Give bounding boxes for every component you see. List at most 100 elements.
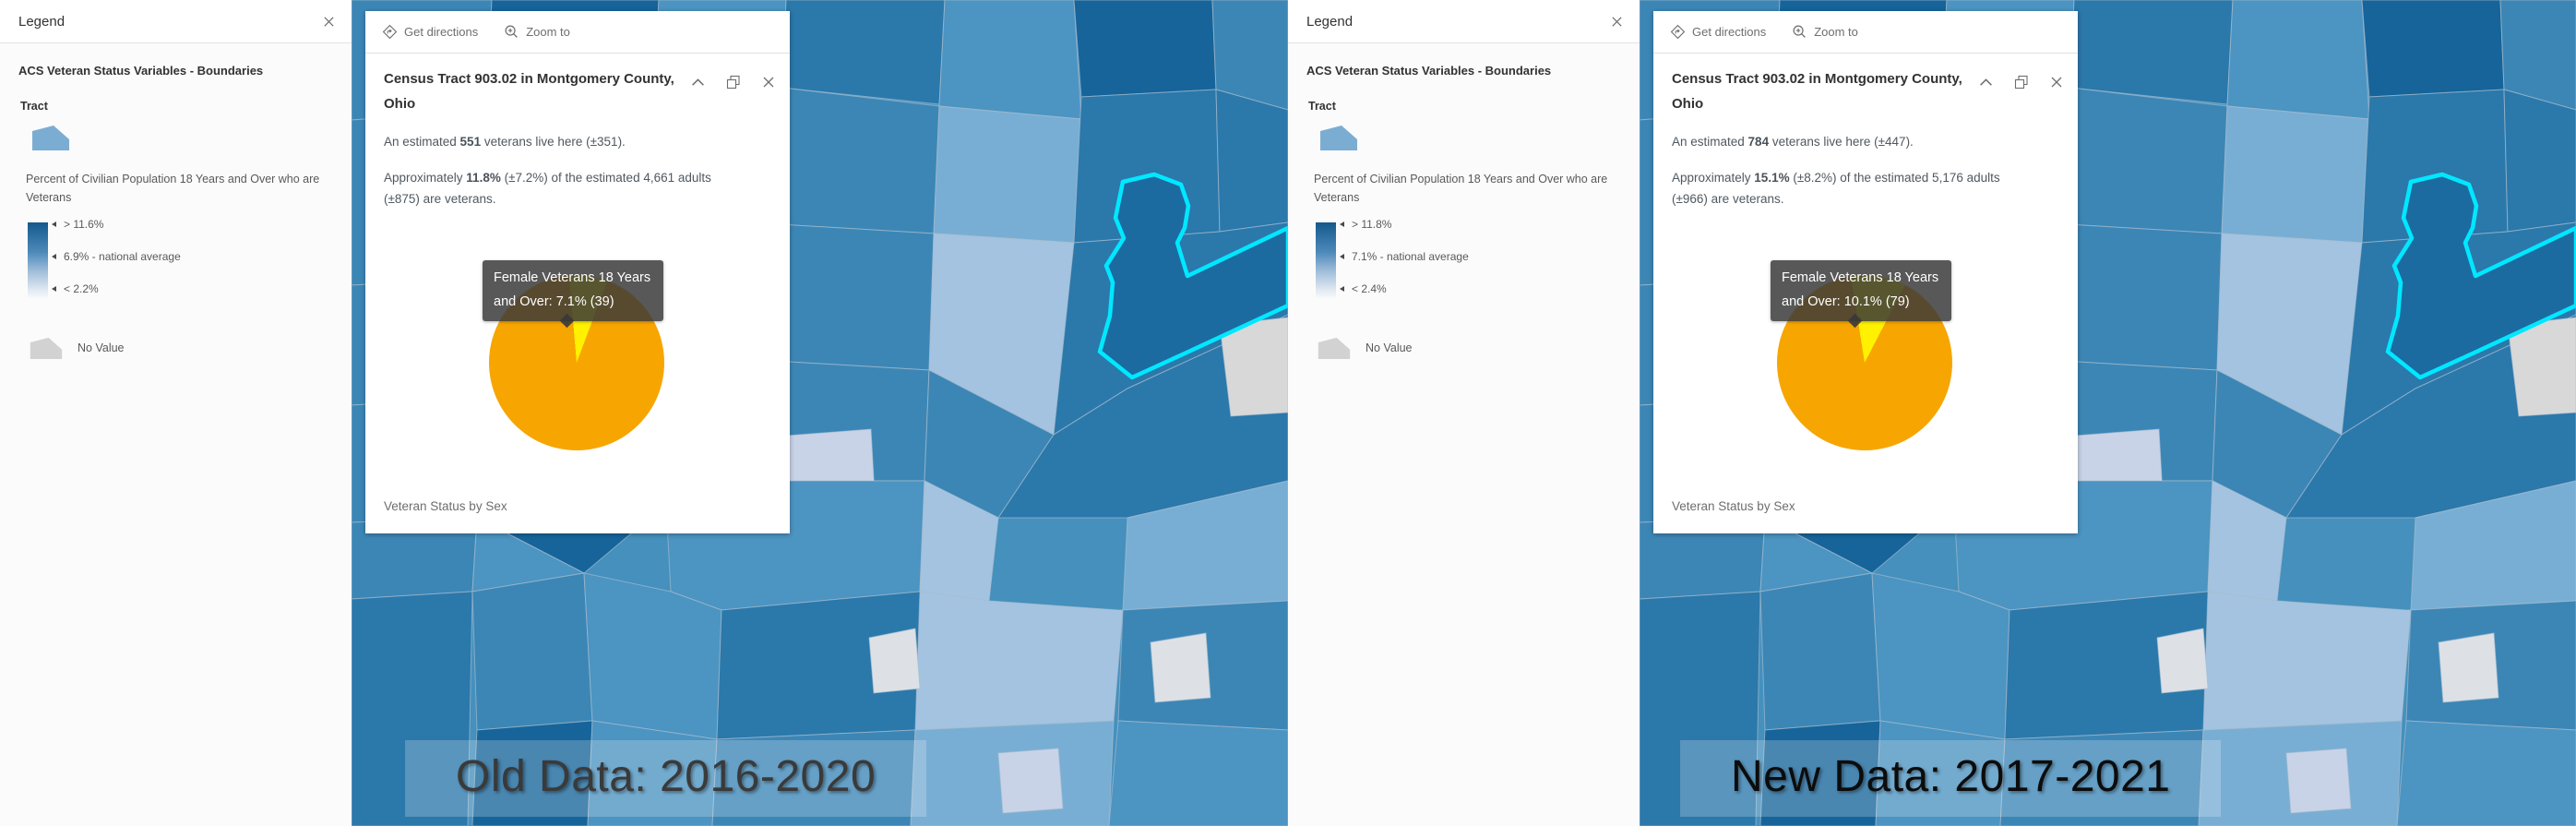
tooltip-line-1: Female Veterans 18 Years	[494, 270, 651, 285]
legend-no-value-row: No Value	[1318, 336, 1623, 360]
veteran-estimate-text: An estimated 784 veterans live here (±44…	[1672, 135, 1914, 149]
veteran-percentage-text: Approximately 15.1% (±8.2%) of the estim…	[1672, 171, 2000, 207]
pie-slice-tooltip: Female Veterans 18 Years and Over: 10.1%…	[1771, 260, 1951, 329]
directions-icon	[1670, 24, 1686, 40]
zoom-to-label: Zoom to	[1814, 25, 1858, 39]
get-directions-button[interactable]: Get directions	[382, 24, 478, 40]
zoom-to-button[interactable]: Zoom to	[1792, 24, 1858, 40]
tract-swatch-icon	[1320, 126, 1357, 150]
chart-title: Veteran Status by Sex	[1672, 499, 1795, 513]
close-popup-button[interactable]	[760, 73, 777, 91]
legend-color-ramp: > 11.8% 7.1% - national average < 2.4%	[1316, 218, 1623, 316]
popup-header-actions	[689, 66, 777, 91]
ramp-tick-icon	[1340, 254, 1344, 259]
popup-toolbar: Get directions Zoom to	[365, 11, 790, 54]
legend-body: ACS Veteran Status Variables - Boundarie…	[0, 43, 352, 360]
legend-no-value-row: No Value	[30, 336, 335, 360]
ramp-label-low-text: < 2.2%	[64, 282, 99, 295]
ramp-label-low: < 2.4%	[1340, 282, 1387, 295]
no-value-swatch-icon	[30, 337, 63, 359]
ramp-label-mid: 6.9% - national average	[52, 250, 181, 263]
overlay-label-new: New Data: 2017-2021	[1680, 740, 2222, 817]
tract-swatch-icon	[32, 126, 69, 150]
no-value-label: No Value	[78, 341, 125, 354]
legend-title: Legend	[18, 13, 66, 30]
legend-ramp-caption: Percent of Civilian Population 18 Years …	[26, 173, 320, 204]
panel-new-data: Legend ACS Veteran Status Variables - Bo…	[1288, 0, 2576, 826]
legend-sublayer-title: Tract	[20, 100, 48, 113]
legend-ramp-caption: Percent of Civilian Population 18 Years …	[1314, 173, 1608, 204]
tooltip-line-2: and Over: 7.1% (39)	[494, 293, 614, 309]
ramp-label-low-text: < 2.4%	[1352, 282, 1387, 295]
zoom-to-icon	[1793, 25, 1807, 38]
legend-layer-title: ACS Veteran Status Variables - Boundarie…	[18, 64, 264, 78]
zoom-to-label: Zoom to	[526, 25, 570, 39]
dock-popup-button[interactable]	[724, 73, 743, 91]
veteran-estimate-text: An estimated 551 veterans live here (±35…	[384, 135, 626, 149]
legend-header: Legend	[1288, 0, 1640, 43]
chart-title: Veteran Status by Sex	[384, 499, 507, 513]
get-directions-button[interactable]: Get directions	[1670, 24, 1766, 40]
get-directions-label: Get directions	[1692, 25, 1767, 39]
legend-sublayer-title: Tract	[1308, 100, 1336, 113]
popup-body: An estimated 551 veterans live here (±35…	[365, 131, 790, 210]
veteran-percentage-text: Approximately 11.8% (±7.2%) of the estim…	[384, 171, 711, 207]
tooltip-line-2: and Over: 10.1% (79)	[1782, 293, 1910, 309]
collapse-popup-button[interactable]	[1977, 73, 1995, 91]
popup-toolbar: Get directions Zoom to	[1653, 11, 2078, 54]
legend-close-button[interactable]	[1609, 14, 1625, 30]
ramp-label-mid-text: 6.9% - national average	[64, 250, 181, 263]
ramp-label-high-text: > 11.8%	[1352, 218, 1392, 231]
legend-color-ramp: > 11.6% 6.9% - national average < 2.2%	[28, 218, 335, 316]
legend-panel: Legend ACS Veteran Status Variables - Bo…	[0, 0, 352, 826]
legend-title: Legend	[1306, 13, 1354, 30]
ramp-tick-icon	[52, 286, 56, 292]
map-canvas-new[interactable]: Get directions Zoom to Census Tract 903.…	[1640, 0, 2576, 826]
ramp-label-high: > 11.8%	[1340, 218, 1391, 231]
panel-old-data: Legend ACS Veteran Status Variables - Bo…	[0, 0, 1288, 826]
popup-header-actions	[1977, 66, 2065, 91]
popup-header: Census Tract 903.02 in Montgomery County…	[1653, 54, 2078, 116]
ramp-tick-icon	[1340, 286, 1344, 292]
close-icon	[763, 77, 774, 88]
overlay-label-old: Old Data: 2016-2020	[405, 740, 927, 817]
close-icon	[1612, 16, 1622, 27]
color-ramp-bar	[28, 222, 48, 300]
ramp-tick-icon	[52, 221, 56, 227]
zoom-to-button[interactable]: Zoom to	[504, 24, 570, 40]
popup-title: Census Tract 903.02 in Montgomery County…	[1672, 71, 1962, 112]
ramp-label-low: < 2.2%	[52, 282, 99, 295]
map-canvas-old[interactable]: Get directions Zoom to Census Tract 903.…	[352, 0, 1288, 826]
legend-header: Legend	[0, 0, 352, 43]
legend-panel: Legend ACS Veteran Status Variables - Bo…	[1288, 0, 1640, 826]
feature-popup: Get directions Zoom to Census Tract 903.…	[365, 11, 790, 533]
chevron-up-icon	[1980, 78, 1992, 86]
no-value-label: No Value	[1366, 341, 1413, 354]
get-directions-label: Get directions	[404, 25, 479, 39]
ramp-label-mid: 7.1% - national average	[1340, 250, 1469, 263]
legend-body: ACS Veteran Status Variables - Boundarie…	[1288, 43, 1640, 360]
legend-layer-title: ACS Veteran Status Variables - Boundarie…	[1306, 64, 1552, 78]
ramp-tick-icon	[52, 254, 56, 259]
popup-header: Census Tract 903.02 in Montgomery County…	[365, 54, 790, 116]
directions-icon	[382, 24, 398, 40]
ramp-tick-icon	[1340, 221, 1344, 227]
pie-slice-tooltip: Female Veterans 18 Years and Over: 7.1% …	[483, 260, 663, 329]
chevron-up-icon	[692, 78, 704, 86]
color-ramp-bar	[1316, 222, 1336, 300]
close-icon	[324, 16, 334, 27]
popup-title: Census Tract 903.02 in Montgomery County…	[384, 71, 674, 112]
ramp-label-high: > 11.6%	[52, 218, 103, 231]
legend-close-button[interactable]	[321, 14, 337, 30]
collapse-popup-button[interactable]	[689, 73, 707, 91]
close-popup-button[interactable]	[2048, 73, 2065, 91]
close-icon	[2051, 77, 2062, 88]
dock-icon	[2014, 75, 2028, 90]
zoom-to-icon	[505, 25, 519, 38]
ramp-label-mid-text: 7.1% - national average	[1352, 250, 1469, 263]
no-value-swatch-icon	[1318, 337, 1351, 359]
popup-body: An estimated 784 veterans live here (±44…	[1653, 131, 2078, 210]
dock-icon	[726, 75, 740, 90]
dock-popup-button[interactable]	[2012, 73, 2031, 91]
tooltip-line-1: Female Veterans 18 Years	[1782, 270, 1939, 285]
